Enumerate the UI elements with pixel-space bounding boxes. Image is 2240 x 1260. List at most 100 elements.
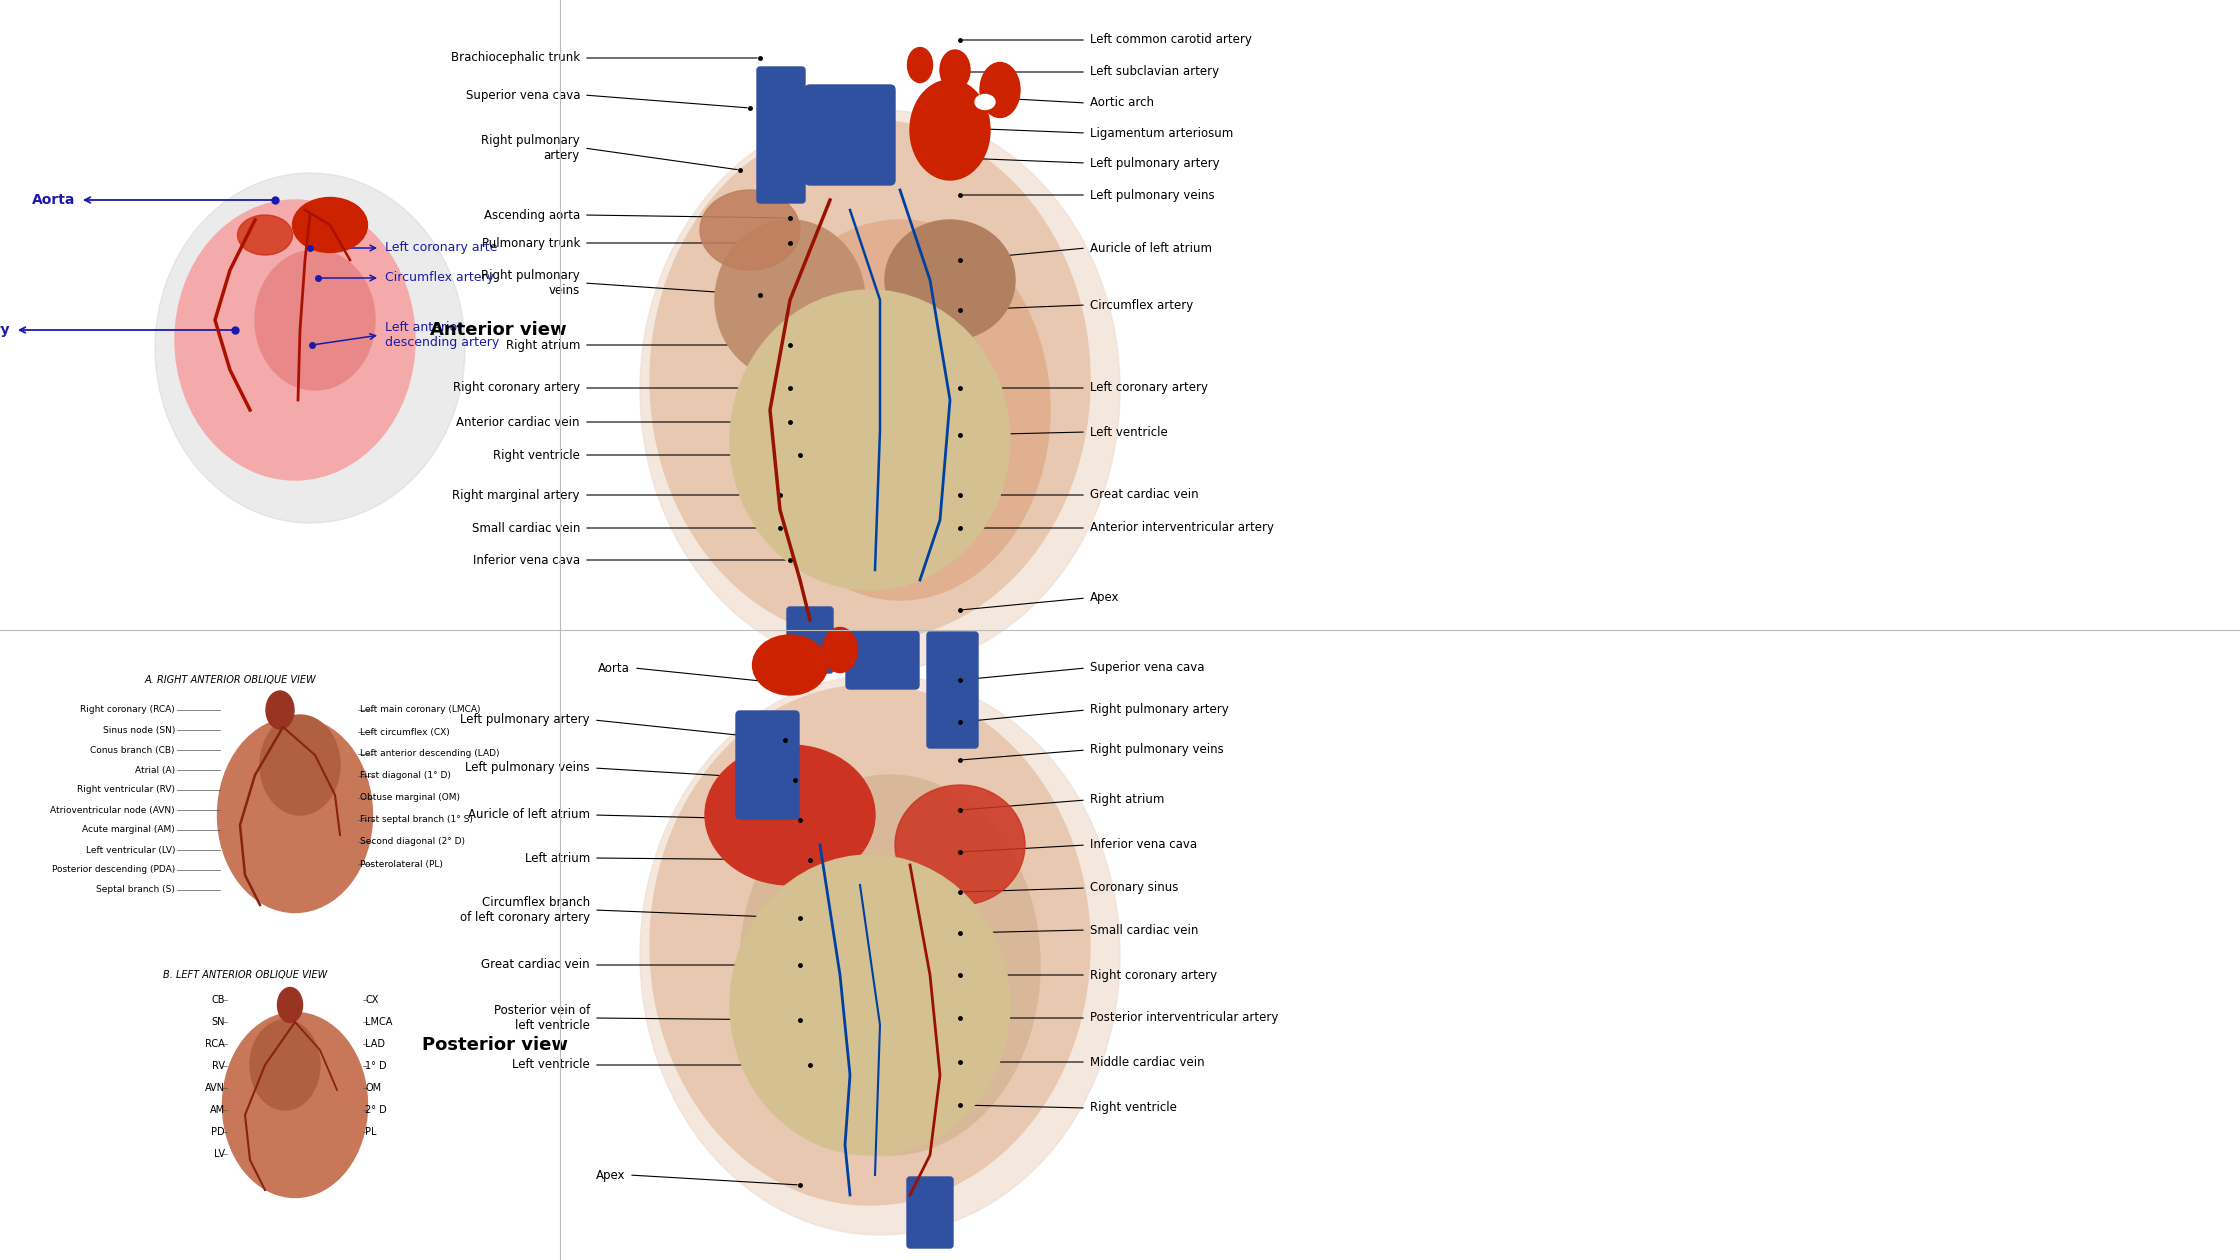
Ellipse shape [237, 215, 293, 255]
Text: Septal branch (S): Septal branch (S) [96, 886, 175, 895]
Text: Aorta: Aorta [598, 662, 629, 674]
FancyBboxPatch shape [737, 711, 800, 819]
Text: AVN: AVN [206, 1084, 224, 1092]
Text: Right pulmonary veins: Right pulmonary veins [1091, 743, 1223, 756]
Text: OM: OM [365, 1084, 381, 1092]
Text: Superior vena cava: Superior vena cava [1091, 662, 1205, 674]
Ellipse shape [641, 675, 1120, 1235]
Text: Circumflex artery: Circumflex artery [1091, 299, 1194, 311]
Ellipse shape [251, 1021, 320, 1110]
Text: Conus branch (CB): Conus branch (CB) [90, 746, 175, 755]
Text: Small cardiac vein: Small cardiac vein [1091, 924, 1198, 936]
Ellipse shape [699, 190, 800, 270]
Text: Circumflex branch
of left coronary artery: Circumflex branch of left coronary arter… [459, 896, 589, 924]
Text: Apex: Apex [596, 1168, 625, 1182]
Text: Left pulmonary veins: Left pulmonary veins [1091, 189, 1214, 202]
Text: Left circumflex (CX): Left circumflex (CX) [361, 727, 450, 737]
Text: First diagonal (1° D): First diagonal (1° D) [361, 771, 450, 780]
Text: Auricle of left atrium: Auricle of left atrium [1091, 242, 1212, 255]
Text: Left subclavian artery: Left subclavian artery [1091, 66, 1219, 78]
Text: Great cardiac vein: Great cardiac vein [482, 959, 589, 971]
Ellipse shape [981, 63, 1019, 117]
Ellipse shape [885, 220, 1015, 340]
Text: Left coronary artery: Left coronary artery [1091, 382, 1207, 394]
Text: Obtuse marginal (OM): Obtuse marginal (OM) [361, 794, 459, 803]
FancyBboxPatch shape [804, 84, 896, 185]
Text: Great cardiac vein: Great cardiac vein [1091, 489, 1198, 501]
Text: Left ventricle: Left ventricle [1091, 426, 1167, 438]
Text: Pulmonary trunk: Pulmonary trunk [482, 237, 580, 249]
Text: Inferior vena cava: Inferior vena cava [1091, 838, 1196, 852]
Ellipse shape [278, 988, 302, 1023]
Text: 1° D: 1° D [365, 1061, 388, 1071]
Text: Atrial (A): Atrial (A) [134, 766, 175, 775]
Text: Posterior descending (PDA): Posterior descending (PDA) [52, 866, 175, 874]
Text: Left coronary arte: Left coronary arte [385, 242, 497, 255]
Text: CB: CB [211, 995, 224, 1005]
Text: Left common carotid artery: Left common carotid artery [1091, 34, 1252, 47]
Ellipse shape [641, 110, 1120, 670]
Text: Ligamentum arteriosum: Ligamentum arteriosum [1091, 126, 1234, 140]
Text: Left ventricle: Left ventricle [513, 1058, 589, 1071]
Text: Left main coronary (LMCA): Left main coronary (LMCA) [361, 706, 482, 714]
Ellipse shape [750, 220, 1051, 600]
Text: Acute marginal (AM): Acute marginal (AM) [83, 825, 175, 834]
Text: Anterior interventricular artery: Anterior interventricular artery [1091, 522, 1275, 534]
Ellipse shape [907, 48, 932, 82]
Text: Brachiocephalic trunk: Brachiocephalic trunk [450, 52, 580, 64]
Text: Atrioventricular node (AVN): Atrioventricular node (AVN) [49, 805, 175, 814]
Text: Posterolateral (PL): Posterolateral (PL) [361, 859, 444, 868]
Ellipse shape [175, 200, 414, 480]
Ellipse shape [941, 50, 970, 89]
Text: RCA: RCA [206, 1040, 224, 1050]
Ellipse shape [293, 198, 367, 252]
Text: RV: RV [213, 1061, 224, 1071]
Text: Aorta: Aorta [31, 193, 74, 207]
Text: Right coronary artery: Right coronary artery [452, 382, 580, 394]
Ellipse shape [753, 635, 827, 696]
Text: Right ventricular (RV): Right ventricular (RV) [76, 785, 175, 795]
Ellipse shape [974, 94, 995, 110]
Text: Inferior vena cava: Inferior vena cava [473, 553, 580, 567]
Text: Anterior view: Anterior view [430, 321, 567, 339]
Text: A. RIGHT ANTERIOR OBLIQUE VIEW: A. RIGHT ANTERIOR OBLIQUE VIEW [143, 675, 316, 685]
Text: Right pulmonary
artery: Right pulmonary artery [482, 134, 580, 163]
Text: Aortic arch: Aortic arch [1091, 97, 1154, 110]
FancyBboxPatch shape [847, 631, 918, 689]
Text: PD: PD [211, 1126, 224, 1137]
Text: Right atrium: Right atrium [506, 339, 580, 352]
Text: PL: PL [365, 1126, 376, 1137]
Text: Circumflex artery: Circumflex artery [385, 271, 495, 285]
Text: Right coronary artery: Right coronary artery [0, 323, 9, 336]
Ellipse shape [650, 685, 1091, 1205]
Ellipse shape [650, 120, 1091, 640]
Ellipse shape [896, 785, 1026, 905]
Text: Ascending aorta: Ascending aorta [484, 208, 580, 222]
Text: Posterior interventricular artery: Posterior interventricular artery [1091, 1012, 1279, 1024]
Text: Sinus node (SN): Sinus node (SN) [103, 726, 175, 735]
Text: 2° D: 2° D [365, 1105, 388, 1115]
Ellipse shape [217, 717, 372, 912]
FancyBboxPatch shape [786, 607, 833, 673]
Ellipse shape [706, 745, 876, 885]
Text: Left atrium: Left atrium [524, 852, 589, 864]
FancyBboxPatch shape [907, 1177, 952, 1247]
Text: Right coronary (RCA): Right coronary (RCA) [81, 706, 175, 714]
Text: First septal branch (1° S): First septal branch (1° S) [361, 815, 473, 824]
Text: Right ventricle: Right ventricle [493, 449, 580, 461]
Text: LMCA: LMCA [365, 1017, 392, 1027]
Text: Left anterior descending (LAD): Left anterior descending (LAD) [361, 750, 500, 759]
Text: Small cardiac vein: Small cardiac vein [473, 522, 580, 534]
Text: Right atrium: Right atrium [1091, 794, 1165, 806]
Ellipse shape [739, 775, 1039, 1155]
Text: SN: SN [211, 1017, 224, 1027]
Text: Right ventricle: Right ventricle [1091, 1101, 1176, 1115]
Text: Left pulmonary artery: Left pulmonary artery [1091, 156, 1219, 170]
Text: Posterior view: Posterior view [421, 1036, 569, 1055]
Ellipse shape [255, 249, 374, 391]
Text: Right pulmonary
veins: Right pulmonary veins [482, 268, 580, 297]
Text: Left pulmonary artery: Left pulmonary artery [461, 713, 589, 727]
Text: Left pulmonary veins: Left pulmonary veins [466, 761, 589, 775]
Ellipse shape [730, 290, 1010, 590]
Ellipse shape [267, 690, 293, 730]
